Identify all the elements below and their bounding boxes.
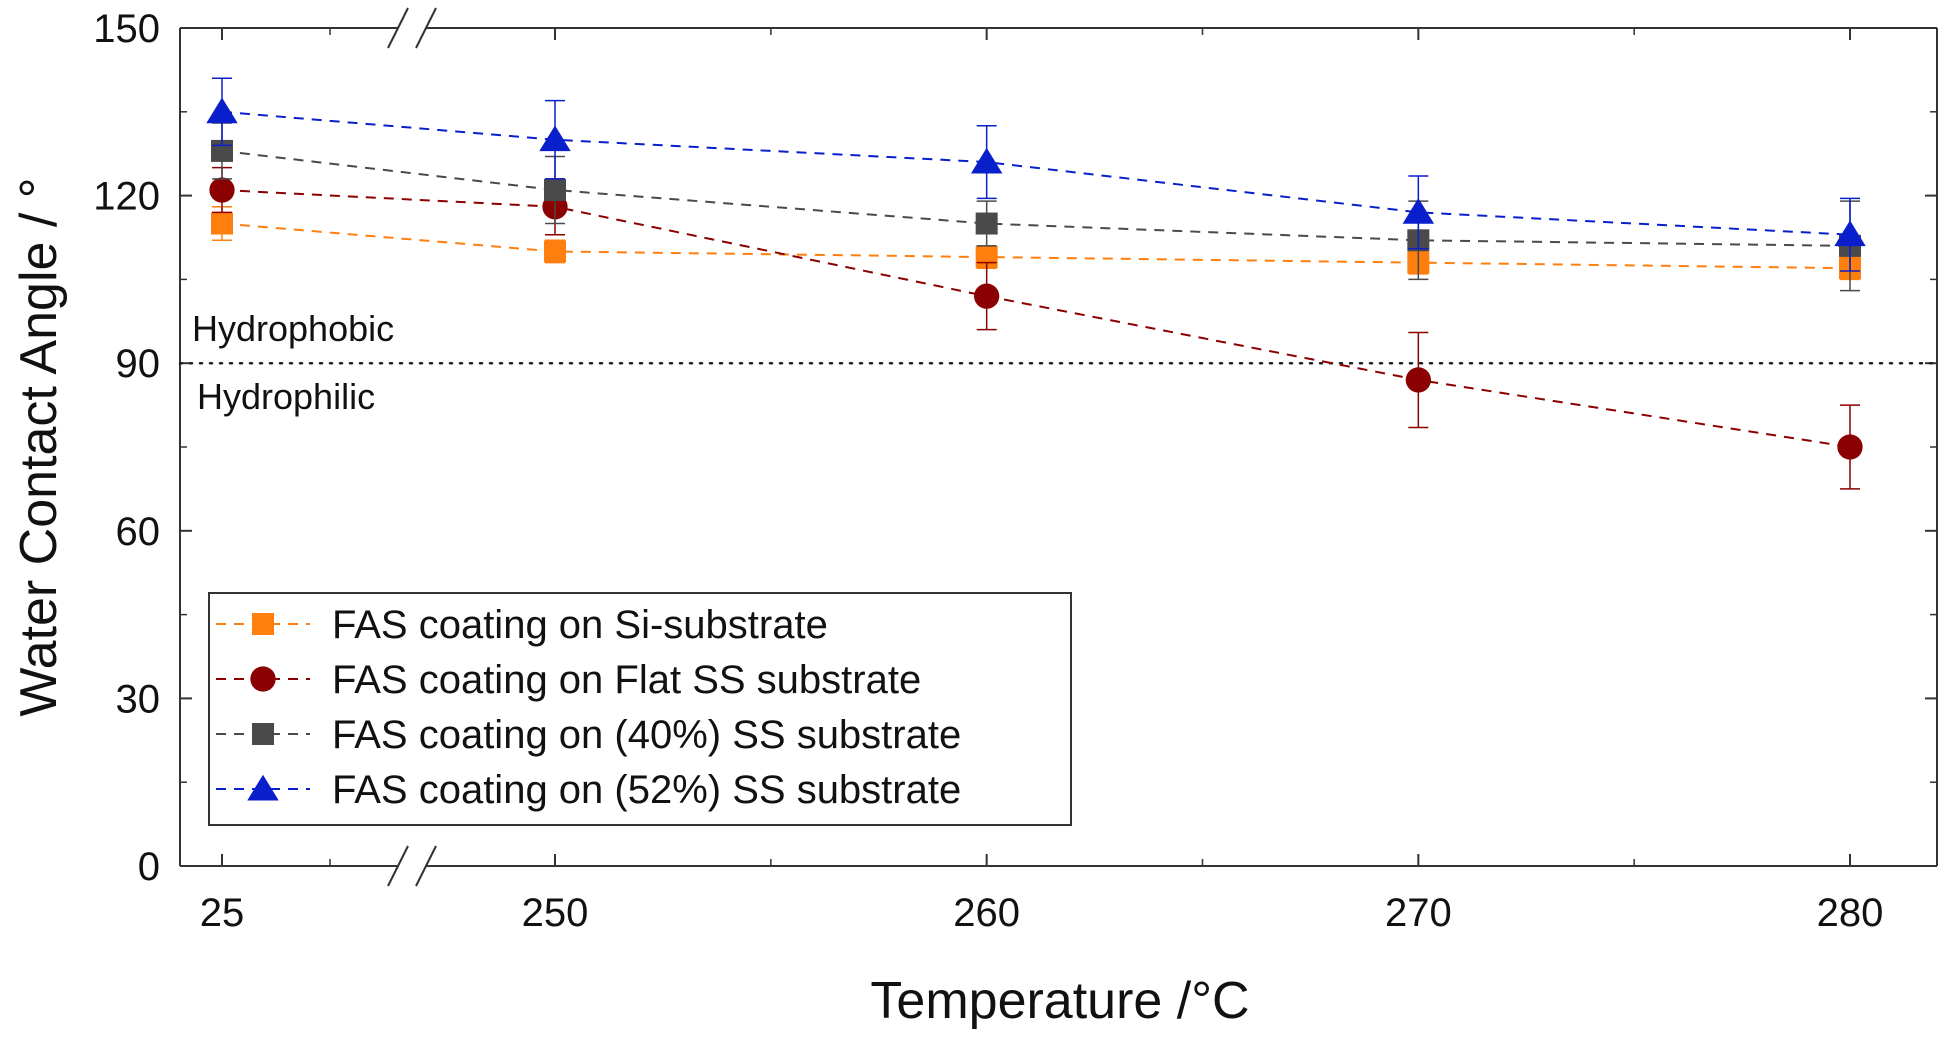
- marker-square: [211, 212, 233, 235]
- y-tick-label: 90: [116, 342, 161, 386]
- legend-label: FAS coating on Flat SS substrate: [332, 658, 921, 702]
- series-layer: [206, 77, 1866, 490]
- y-tick-label: 30: [116, 677, 161, 721]
- marker-triangle: [539, 125, 571, 152]
- marker-triangle: [1402, 198, 1435, 224]
- y-axis-title: Water Contact Angle / °: [10, 177, 68, 716]
- series-3: [206, 77, 1866, 272]
- y-tick-label: 0: [138, 845, 160, 889]
- axis-break-mark: [387, 7, 409, 49]
- marker-circle: [974, 283, 1000, 309]
- legend-box: [208, 592, 1072, 826]
- threshold: Hydrophobic Hydrophilic: [178, 308, 1939, 417]
- marker-circle: [250, 666, 276, 692]
- hydrophobic-label: Hydrophobic: [192, 308, 394, 349]
- y-tick-label: 120: [93, 175, 160, 219]
- axis-break-mark: [387, 845, 409, 887]
- legend-label: FAS coating on (40%) SS substrate: [332, 713, 961, 757]
- axis-break-mark: [415, 845, 437, 887]
- x-tick-label: 25: [200, 891, 245, 935]
- marker-square: [544, 240, 566, 263]
- x-tick-label: 260: [953, 891, 1020, 935]
- series-line: [221, 189, 1851, 448]
- x-axis-title: Temperature /°C: [870, 972, 1249, 1030]
- marker-circle: [1837, 434, 1863, 460]
- series-line: [221, 222, 1851, 270]
- marker-square: [544, 179, 566, 202]
- y-tick-label: 150: [93, 7, 160, 51]
- legend: FAS coating on Si-substrate FAS coating o…: [208, 592, 1072, 826]
- series-1: [209, 166, 1863, 490]
- marker-square: [252, 613, 274, 635]
- marker-triangle: [247, 774, 279, 801]
- series-line: [221, 110, 1851, 236]
- marker-triangle: [1834, 220, 1866, 247]
- hydrophilic-label: Hydrophilic: [197, 376, 375, 417]
- x-tick-label: 270: [1385, 891, 1452, 935]
- legend-label: FAS coating on Si-substrate: [332, 603, 828, 647]
- marker-square: [975, 212, 998, 235]
- y-tick-label: 60: [116, 510, 161, 554]
- marker-circle: [1405, 367, 1431, 393]
- axis-break-mark: [415, 7, 437, 49]
- x-tick-label: 280: [1817, 891, 1884, 935]
- legend-label: FAS coating on (52%) SS substrate: [332, 768, 961, 812]
- marker-circle: [209, 177, 235, 203]
- marker-square: [252, 723, 274, 745]
- x-tick-label: 250: [522, 891, 589, 935]
- marker-triangle: [206, 97, 238, 124]
- marker-triangle: [970, 147, 1003, 174]
- axes: 0 30 60 90 120 150 25 250 260 270 280: [93, 7, 1938, 935]
- series-line: [221, 149, 1851, 247]
